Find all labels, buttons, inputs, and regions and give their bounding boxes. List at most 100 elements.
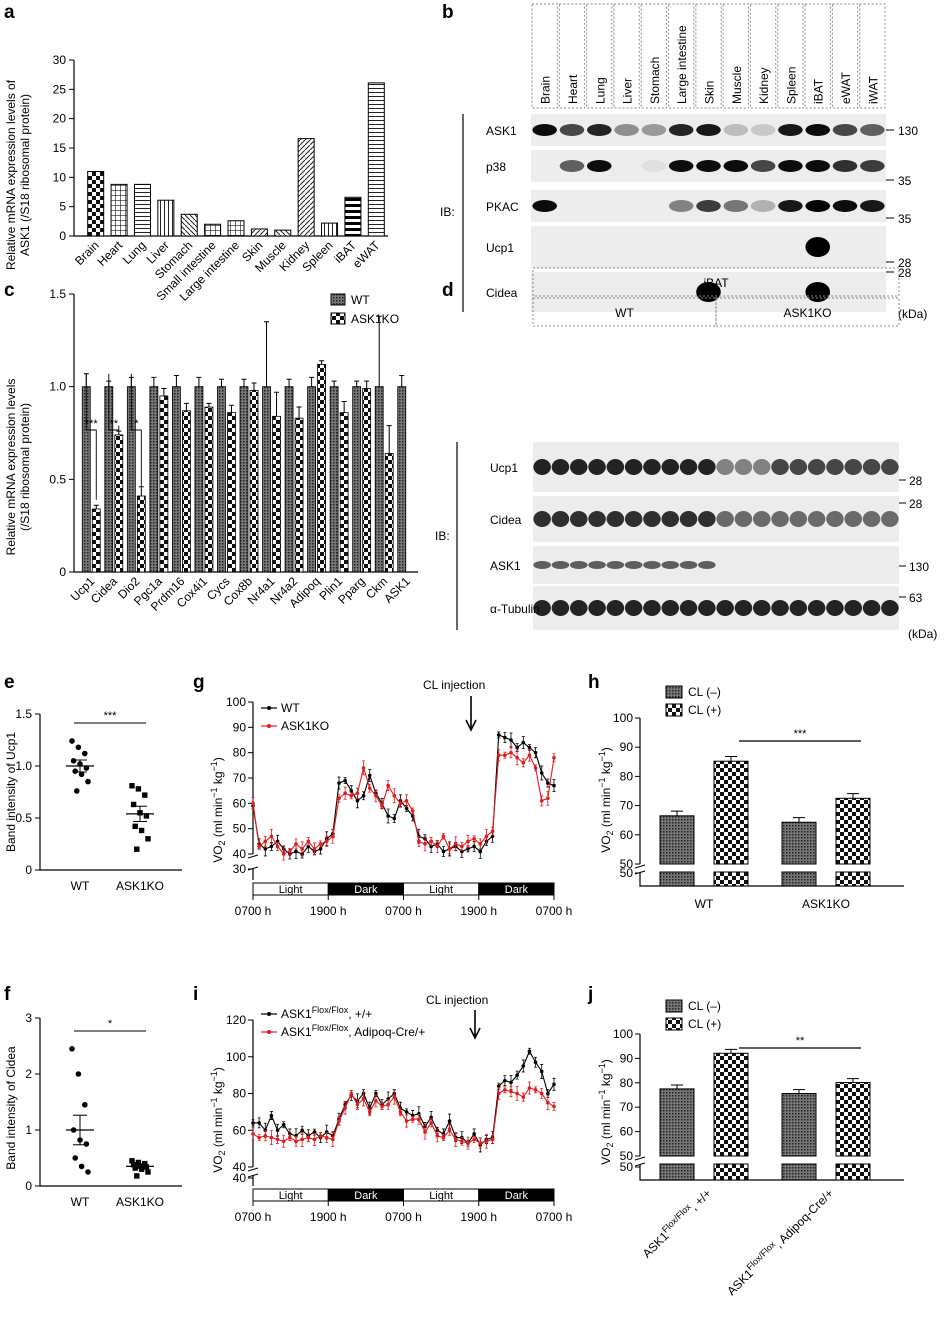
- panel-f-point-ko: [138, 1166, 145, 1172]
- panel-g-point: [533, 750, 538, 755]
- panel-j-ytick-label: 90: [620, 1051, 634, 1065]
- panel-d-band: [533, 511, 551, 527]
- panel-f-ytick-label: 3: [25, 1011, 32, 1025]
- panel-h-errorbar: [725, 756, 737, 762]
- panel-i-annotation: CL injection: [426, 993, 488, 1007]
- panel-d-band: [551, 561, 570, 569]
- panel-g-xtick-label: 1900 h: [310, 904, 347, 918]
- panel-g-point: [269, 834, 274, 839]
- panel-b-blot-label: p38: [486, 160, 506, 174]
- panel-label-g: g: [193, 672, 205, 693]
- panel-b-band: [750, 124, 776, 136]
- panel-c-bar-ko: [249, 389, 259, 573]
- panel-i-point: [472, 1137, 476, 1142]
- panel-f-point-ko: [142, 1160, 148, 1167]
- panel-h-errorbar: [793, 817, 805, 823]
- panel-c-errorbar: [173, 375, 179, 387]
- panel-d-band: [661, 561, 680, 569]
- panel-a-xtick-label: Brain: [72, 238, 102, 268]
- panel-c-bar-ko: [227, 412, 236, 573]
- panel-i-point: [337, 1119, 341, 1123]
- panel-c-bar-wt: [284, 386, 294, 573]
- panel-i-point: [539, 1091, 544, 1096]
- panel-b-band: [778, 160, 803, 172]
- panel-g-point: [392, 793, 397, 798]
- panel-d-blot-label: Cidea: [490, 513, 522, 527]
- panel-a-xtick-label: eWAT: [350, 238, 383, 271]
- panel-g-point: [404, 806, 409, 811]
- panel-g-phase-label: Light: [429, 884, 453, 896]
- panel-g-point: [496, 733, 501, 737]
- panel-g-point: [472, 837, 476, 841]
- panel-h-bar: [781, 821, 817, 865]
- panel-f-point-wt: [85, 1169, 91, 1175]
- panel-i-point: [509, 1080, 513, 1085]
- panel-e-point-wt: [78, 771, 85, 778]
- panel-c-errorbar: [183, 402, 189, 411]
- panel-a-bar: [204, 223, 222, 237]
- panel-g-xtick-label: 0700 h: [536, 904, 573, 918]
- panel-b-band: [832, 200, 858, 212]
- panel-b-marker-label: 130: [898, 124, 918, 138]
- panel-a-ytick-label: 15: [53, 141, 67, 155]
- panel-i-point: [472, 1132, 476, 1136]
- panel-i-point: [300, 1128, 304, 1133]
- panel-e-xtick-label: WT: [71, 879, 90, 893]
- panel-g-point: [533, 766, 538, 770]
- panel-d-band: [606, 561, 625, 569]
- panel-g-point: [552, 755, 556, 760]
- panel-label-b: b: [442, 2, 454, 23]
- panel-j-bar: [713, 1052, 749, 1157]
- panel-g-ytick-label: 60: [233, 796, 247, 810]
- panel-i-ytick-label: 120: [226, 1013, 246, 1027]
- panel-g-point: [435, 844, 440, 849]
- panel-a-ytick-label: 0: [59, 229, 66, 243]
- panel-i-point: [312, 1130, 317, 1134]
- panel-g-point: [257, 844, 261, 849]
- panel-i-point: [367, 1110, 372, 1114]
- panel-g-point: [503, 735, 507, 740]
- panel-e-sem: [133, 805, 147, 822]
- panel-i-point: [269, 1113, 274, 1118]
- panel-e-ylabel: Band intensity of Ucp1: [4, 732, 18, 852]
- panel-d-group-label: ASK1KO: [783, 306, 831, 320]
- panel-i-point: [527, 1049, 532, 1054]
- panel-i-series-line: [253, 1049, 555, 1146]
- panel-b-band: [832, 124, 858, 136]
- panel-d-band: [752, 600, 771, 616]
- panel-d-band: [624, 459, 643, 475]
- panel-i-point: [533, 1088, 538, 1092]
- panel-c-errorbar: [93, 504, 99, 509]
- panel-g-point: [539, 771, 544, 775]
- panel-e-point-ko: [130, 801, 137, 808]
- panel-b-marker-label: 28: [898, 266, 912, 280]
- panel-b-band: [532, 124, 557, 136]
- panel-label-a: a: [4, 2, 15, 23]
- panel-d-band: [661, 511, 680, 527]
- panel-d-band: [734, 511, 753, 527]
- panel-b-blot-label: ASK1: [486, 124, 517, 138]
- panel-f-ytick-label: 0: [25, 1179, 32, 1193]
- panel-b-band: [586, 160, 612, 172]
- panel-c-bar-ko: [272, 415, 281, 573]
- panel-b-tissue-label: Lung: [593, 77, 607, 104]
- panel-i-legend-marker: [267, 1030, 271, 1034]
- panel-i-point: [404, 1119, 409, 1123]
- panel-i-point: [374, 1099, 378, 1103]
- panel-i-point: [539, 1069, 544, 1074]
- panel-a-ytick-label: 20: [53, 112, 67, 126]
- panel-c-bar-ko: [384, 452, 394, 573]
- panel-i-arrow: [469, 1010, 481, 1040]
- panel-g-point: [453, 842, 458, 846]
- panel-d-header-box: [532, 267, 900, 297]
- panel-i-point: [521, 1064, 526, 1068]
- panel-c-errorbar: [286, 378, 292, 387]
- panel-c-bar-ko: [136, 495, 146, 573]
- panel-d-band: [643, 600, 661, 616]
- panel-f-point-wt: [78, 1163, 85, 1170]
- panel-c-errorbar: [218, 378, 224, 387]
- panel-c-legend-label: ASK1KO: [351, 312, 399, 326]
- panel-i-point: [355, 1102, 360, 1107]
- panel-c-bar-ko: [294, 417, 304, 573]
- panel-i-point: [294, 1139, 298, 1144]
